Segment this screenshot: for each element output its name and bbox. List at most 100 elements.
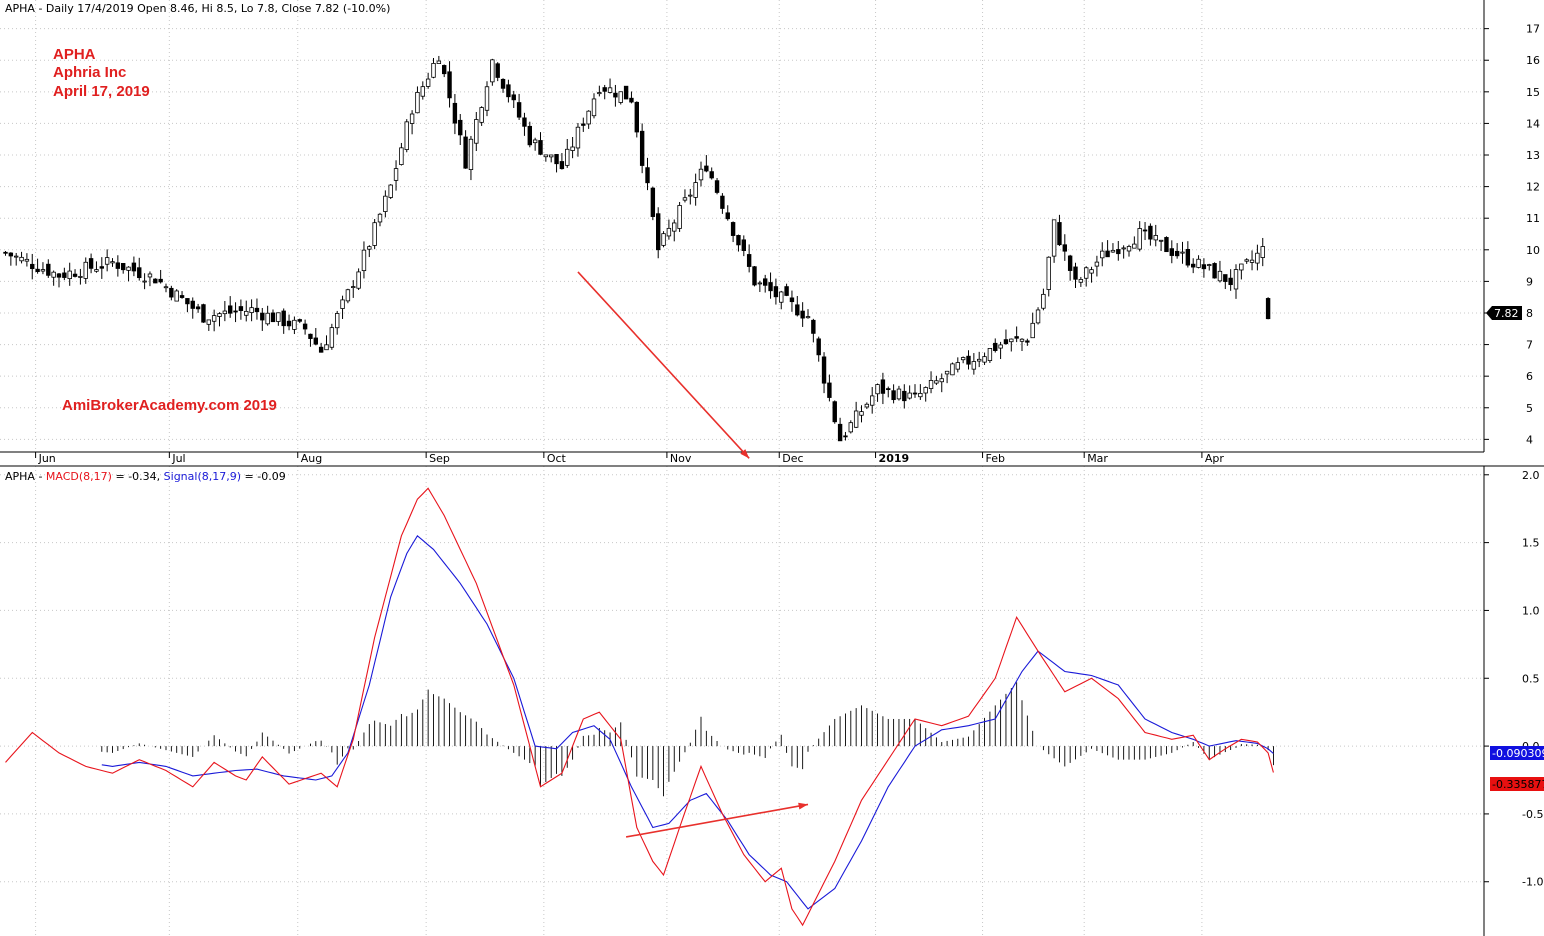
- candle-body: [693, 182, 698, 198]
- candle-body: [377, 213, 383, 223]
- candle-body: [987, 348, 993, 361]
- candle-body: [1196, 258, 1201, 268]
- candle-body: [292, 319, 297, 330]
- candle-body: [516, 102, 522, 118]
- candle-body: [934, 380, 939, 384]
- last-price-label: 7.82: [1494, 307, 1519, 320]
- candle-body: [56, 273, 62, 278]
- candle-body: [131, 262, 137, 272]
- macd-tick-label: 0.5: [1522, 672, 1540, 685]
- candle-body: [918, 392, 923, 398]
- candle-body: [950, 363, 955, 376]
- candle-body: [356, 271, 361, 289]
- candle-body: [404, 121, 409, 150]
- candle-body: [549, 154, 554, 158]
- candle-body: [966, 355, 971, 365]
- candle-body: [425, 78, 431, 87]
- candle-body: [565, 148, 570, 166]
- macd-tick-label: 2.0: [1522, 469, 1540, 482]
- candle-body: [393, 168, 399, 181]
- candle-body: [83, 261, 88, 279]
- candle-body: [286, 320, 292, 327]
- macd-header-macd-value: = -0.34,: [112, 470, 164, 483]
- candle-body: [500, 78, 506, 89]
- candle-body: [260, 312, 265, 321]
- candle-body: [137, 267, 142, 279]
- candle-body: [1105, 250, 1110, 258]
- candle-body: [324, 344, 329, 351]
- candle-body: [302, 323, 308, 330]
- price-trend-arrow: [577, 271, 750, 459]
- macd-histogram: [101, 682, 1274, 797]
- candle-body: [163, 286, 169, 289]
- candle-body: [484, 86, 490, 111]
- candle-body: [1078, 279, 1084, 283]
- macd-value-label: -0.335877: [1492, 778, 1544, 791]
- candle-body: [1228, 277, 1233, 286]
- candle-body: [1116, 249, 1121, 255]
- candle-body: [1223, 274, 1228, 282]
- candle-body: [575, 126, 581, 149]
- price-tick-label: 8: [1526, 307, 1533, 320]
- candle-body: [1100, 250, 1105, 259]
- candle-body: [110, 261, 115, 264]
- candle-body: [720, 195, 725, 209]
- candle-body: [62, 272, 67, 278]
- annotation-company: Aphria Inc: [53, 64, 126, 81]
- candle-body: [746, 254, 752, 267]
- candle-body: [142, 280, 147, 283]
- candle-body: [853, 410, 859, 428]
- candle-body: [896, 388, 902, 400]
- candle-body: [891, 390, 896, 401]
- candle-body: [1239, 263, 1244, 271]
- signal-value-badge: -0.090309: [1490, 746, 1544, 760]
- macd-header-signal: Signal(8,17,9): [164, 470, 241, 483]
- candle-body: [1057, 222, 1062, 246]
- candle-body: [115, 262, 121, 269]
- candle-body: [779, 291, 784, 303]
- candle-body: [768, 282, 773, 292]
- candle-body: [195, 306, 201, 310]
- candle-body: [126, 266, 131, 271]
- candle-body: [334, 313, 340, 329]
- candle-body: [1089, 269, 1094, 274]
- candle-body: [222, 310, 228, 315]
- candle-body: [254, 307, 260, 313]
- candle-body: [468, 138, 474, 170]
- macd-header-prefix: APHA -: [5, 470, 46, 483]
- candle-body: [1158, 239, 1164, 242]
- candle-body: [805, 316, 811, 319]
- candle-body: [725, 212, 730, 220]
- price-tick-label: 7: [1526, 339, 1533, 352]
- candle-body: [233, 310, 238, 313]
- candle-body: [211, 315, 217, 322]
- month-label: Mar: [1087, 452, 1108, 465]
- candle-body: [72, 273, 78, 277]
- candle-body: [276, 312, 281, 322]
- annotation-date: April 17, 2019: [53, 83, 150, 100]
- macd-line: [5, 487, 1274, 927]
- candle-body: [714, 180, 720, 193]
- candle-body: [623, 85, 629, 100]
- candle-body: [1207, 264, 1212, 266]
- price-grid: [0, 0, 1484, 452]
- candle-body: [479, 107, 484, 123]
- candle-body: [345, 289, 351, 302]
- candle-body: [3, 251, 8, 254]
- macd-grid: [0, 466, 1484, 936]
- candle-body: [704, 165, 709, 172]
- month-label: Apr: [1205, 452, 1225, 465]
- candle-body: [388, 184, 393, 198]
- candle-body: [1260, 246, 1265, 258]
- candle-body: [784, 286, 789, 296]
- candle-body: [618, 91, 623, 103]
- candle-body: [1073, 266, 1078, 280]
- candle-body: [13, 255, 19, 258]
- candle-body: [656, 213, 661, 251]
- candle-body: [174, 290, 179, 302]
- candle-body: [249, 307, 254, 313]
- price-header: APHA - Daily 17/4/2019 Open 8.46, Hi 8.5…: [5, 2, 390, 15]
- candle-body: [800, 310, 805, 319]
- candle-body: [875, 384, 880, 395]
